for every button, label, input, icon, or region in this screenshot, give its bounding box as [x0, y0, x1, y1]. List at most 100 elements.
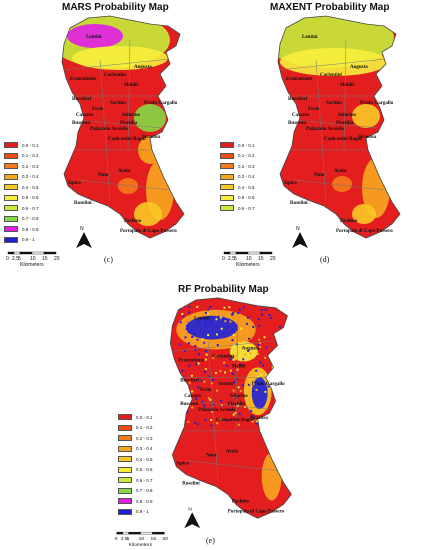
probability-speckle — [281, 376, 284, 379]
place-label-lentini: Lentini — [86, 35, 102, 40]
probability-speckle — [281, 348, 284, 351]
legend-swatch — [4, 215, 18, 222]
place-label-avola: Avola — [334, 169, 347, 174]
probability-speckle — [222, 318, 225, 321]
probability-speckle — [193, 332, 196, 335]
scale-segment — [128, 531, 141, 535]
probability-speckle — [265, 374, 268, 377]
probability-speckle — [196, 338, 199, 341]
scale-segment — [229, 251, 237, 255]
legend-label: 0.6 - 0.7 — [238, 205, 255, 211]
probability-speckle — [188, 311, 191, 314]
legend-swatch — [220, 152, 234, 159]
place-label-buscemi: Buscemi — [180, 402, 199, 407]
scale-tick: 0 — [222, 256, 225, 262]
place-label-cassaro: Cassaro — [76, 113, 94, 118]
probability-speckle — [179, 394, 182, 397]
probability-speckle — [232, 389, 235, 392]
probability-speckle — [286, 384, 289, 387]
probability-speckle — [247, 349, 250, 352]
probability-speckle — [267, 385, 270, 388]
probability-speckle — [204, 358, 207, 361]
probability-speckle — [208, 375, 211, 378]
place-label-solarino: Solarino — [338, 113, 357, 118]
legend-mars: 0.0 - 0.1 0.1 - 0.2 0.2 - 0.3 0.3 - 0.4 0.4 … — [4, 140, 39, 245]
probability-speckle — [224, 320, 227, 323]
probability-speckle — [215, 389, 218, 392]
probability-speckle — [228, 306, 231, 309]
probability-speckle — [282, 306, 285, 309]
scale-tick: 20 — [54, 256, 60, 262]
scale-tick: 0 — [6, 256, 9, 262]
place-label-lentini: Lentini — [302, 35, 318, 40]
probability-speckle — [252, 382, 255, 385]
legend-label: 0.6 - 0.7 — [136, 477, 153, 483]
probability-speckle — [204, 311, 207, 314]
probability-speckle — [239, 389, 242, 392]
probability-speckle — [237, 386, 240, 389]
scale-segment — [116, 531, 123, 535]
probability-speckle — [224, 371, 227, 374]
probability-speckle — [268, 423, 271, 426]
probability-speckle — [234, 411, 237, 414]
probability-speckle — [263, 388, 266, 391]
probability-speckle — [238, 413, 241, 416]
map-maxent: Lentini Augusta Carlentini Francofonte Melil… — [222, 15, 401, 268]
legend-label: 0.6 - 0.7 — [22, 205, 39, 211]
legend-label: 0.1 - 0.2 — [136, 425, 153, 431]
panel-mars: MARS Probability Map Lentini Augusta Carle… — [0, 0, 216, 270]
legend-label: 0.7 - 0.8 — [22, 216, 39, 222]
probability-speckle — [255, 369, 258, 372]
probability-speckle — [232, 413, 235, 416]
scale-tick: 15 — [258, 256, 264, 262]
probability-speckle — [194, 421, 197, 424]
probability-speckle — [258, 338, 261, 341]
boundary-line — [343, 39, 347, 151]
boundary-line — [293, 179, 387, 191]
scale-segment — [152, 531, 165, 535]
legend-swatch — [118, 424, 132, 431]
legend-label: 0.3 - 0.4 — [238, 174, 255, 180]
scale-segment — [43, 251, 57, 255]
probability-speckle — [203, 341, 206, 344]
map-title-rf: RF Probability Map — [178, 284, 269, 295]
legend-swatch — [220, 173, 234, 180]
boundary-line — [127, 39, 131, 151]
place-label-carlentini: Carlentini — [212, 354, 234, 359]
place-label-avola: Avola — [226, 450, 239, 455]
probability-speckle — [190, 374, 193, 377]
boundary-line — [170, 339, 288, 352]
probability-speckle — [219, 316, 222, 319]
legend-swatch — [4, 184, 18, 191]
probability-speckle — [226, 314, 229, 317]
scale-tick: 5 — [234, 256, 237, 262]
legend-swatch — [118, 498, 132, 505]
boundary-line — [315, 59, 327, 201]
probability-speckle — [257, 353, 259, 356]
probability-speckle — [205, 342, 208, 345]
probability-zone — [118, 178, 138, 194]
probability-speckle — [216, 315, 219, 318]
probability-speckle — [188, 305, 191, 308]
place-label-noto: Noto — [98, 173, 109, 178]
probability-speckle — [242, 384, 245, 387]
probability-speckle — [258, 324, 261, 327]
probability-speckle — [259, 342, 262, 345]
probability-zone — [332, 176, 352, 192]
legend-entry: 0.8 - 0.9 — [118, 496, 153, 507]
legend-swatch — [220, 142, 234, 149]
probability-speckle — [268, 313, 271, 316]
legend-entry: 0.6 - 0.7 — [118, 475, 153, 486]
place-label-priolo: Priolo Gargallo — [144, 101, 178, 106]
probability-speckle — [182, 315, 185, 318]
legend-entry: 0.1 - 0.2 — [4, 151, 39, 162]
place-label-ferla: Ferla — [200, 388, 212, 393]
scale-segment — [31, 251, 45, 255]
north-arrow-icon: N — [292, 226, 308, 248]
probability-speckle — [178, 422, 181, 425]
scale-tick: 10 — [246, 256, 252, 262]
legend-swatch — [4, 142, 18, 149]
legend-label: 0.1 - 0.2 — [238, 153, 255, 159]
scale-bar: 0 2.5 5 10 15 20 Kilometers — [6, 251, 60, 268]
map-title-maxent: MAXENT Probability Map — [270, 2, 390, 13]
